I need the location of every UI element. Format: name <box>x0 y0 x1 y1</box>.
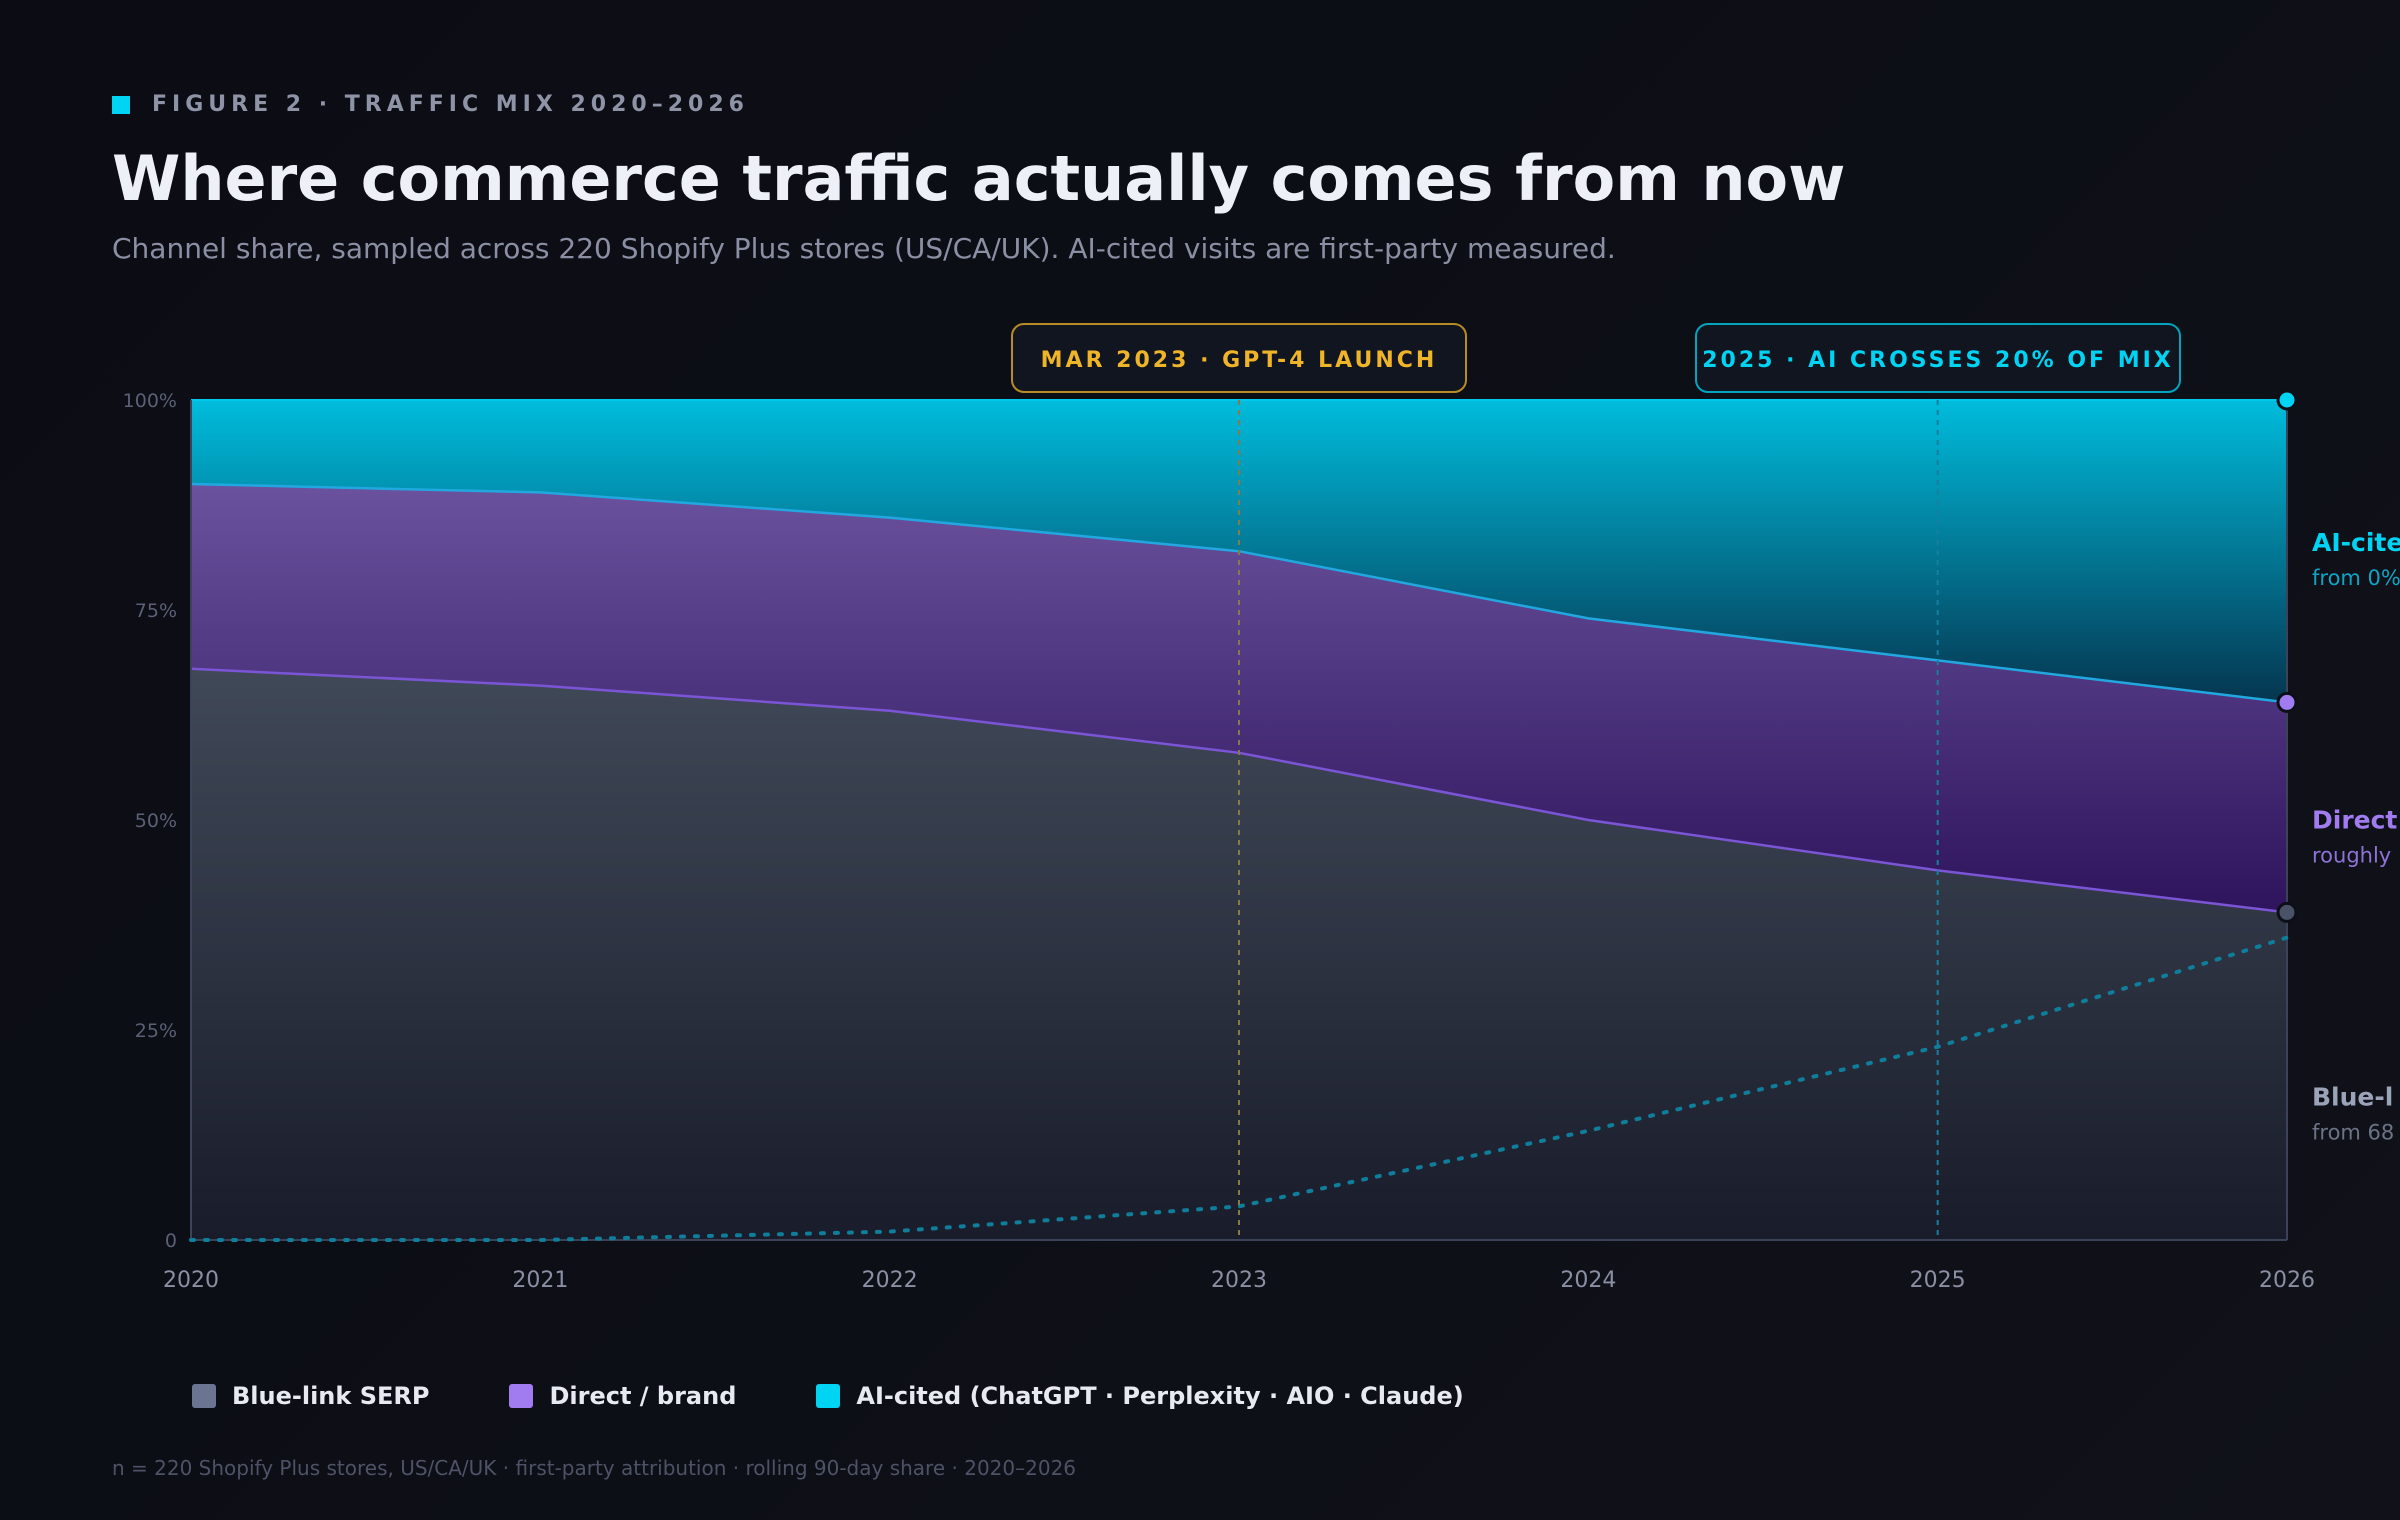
chart-legend: Blue-link SERP Direct / brand AI-cited (… <box>192 1382 1544 1410</box>
y-tick-label: 50% <box>135 810 177 832</box>
end-label-title: Blue-l <box>2312 1083 2393 1112</box>
legend-label: Direct / brand <box>549 1382 737 1410</box>
end-label-title: AI-cite <box>2312 528 2400 557</box>
x-tick-label: 2021 <box>512 1268 568 1293</box>
x-tick-label: 2026 <box>2259 1268 2315 1293</box>
end-label-sub: roughly <box>2312 843 2391 867</box>
page-title: Where commerce traffic actually comes fr… <box>112 142 1846 215</box>
x-tick-label: 2022 <box>862 1268 918 1293</box>
legend-item-direct[interactable]: Direct / brand <box>509 1382 736 1410</box>
annotation-label: MAR 2023 · GPT-4 LAUNCH <box>1041 348 1438 373</box>
legend-item-blue-link[interactable]: Blue-link SERP <box>192 1382 429 1410</box>
annotation-box <box>1695 323 2181 393</box>
series-end-marker <box>2276 389 2298 411</box>
y-tick-label: 75% <box>135 600 177 622</box>
annotation-label: 2025 · AI CROSSES 20% OF MIX <box>1702 348 2174 373</box>
legend-item-ai-cited[interactable]: AI-cited (ChatGPT · Perplexity · AIO · C… <box>816 1382 1464 1410</box>
annotation-box <box>1011 323 1467 393</box>
end-label-sub: from 0% <box>2312 566 2400 590</box>
figure-label: FIGURE 2 · TRAFFIC MIX 2020–2026 <box>152 92 749 117</box>
legend-label: Blue-link SERP <box>232 1382 430 1410</box>
legend-swatch-blue-link <box>192 1384 216 1408</box>
x-tick-label: 2025 <box>1910 1268 1966 1293</box>
series-end-marker <box>2276 691 2298 713</box>
end-label-sub: from 68 <box>2312 1121 2394 1145</box>
ai-cited-trend-dotted-line <box>189 935 2289 1242</box>
legend-swatch-ai-cited <box>816 1384 841 1408</box>
page-subtitle: Channel share, sampled across 220 Shopif… <box>112 232 1616 265</box>
end-label-title: Direct <box>2312 805 2397 834</box>
series-end-marker <box>2276 901 2298 923</box>
x-tick-label: 2023 <box>1211 1268 1267 1293</box>
x-tick-label: 2024 <box>1560 1268 1616 1293</box>
figure-tag: FIGURE 2 · TRAFFIC MIX 2020–2026 <box>112 92 749 117</box>
legend-label: AI-cited (ChatGPT · Perplexity · AIO · C… <box>856 1382 1464 1410</box>
area-direct <box>191 484 2287 913</box>
figure-marker-icon <box>112 95 130 114</box>
legend-swatch-direct <box>509 1384 534 1408</box>
y-tick-label: 0 <box>165 1230 177 1252</box>
footnote: n = 220 Shopify Plus stores, US/CA/UK · … <box>112 1456 1077 1480</box>
y-tick-label: 25% <box>135 1020 177 1042</box>
y-tick-label: 100% <box>123 390 177 412</box>
x-tick-label: 2020 <box>163 1268 219 1293</box>
